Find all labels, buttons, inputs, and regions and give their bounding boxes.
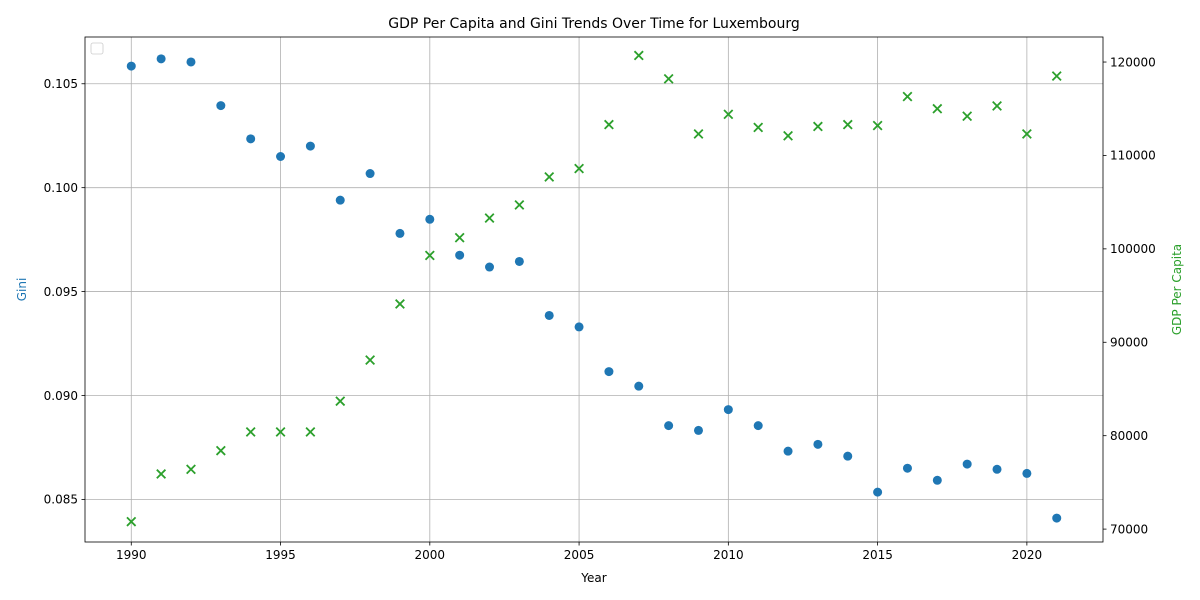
gdp-point: [872, 120, 883, 131]
gdp-point: [215, 445, 226, 456]
legend-box: [90, 42, 104, 55]
gini-point: [873, 487, 883, 497]
gini-point: [813, 439, 823, 449]
gdp-point: [484, 213, 495, 223]
left-tick-label: 0.095: [44, 285, 78, 299]
gdp-point: [544, 171, 555, 182]
gini-point: [276, 151, 286, 161]
gdp-point: [603, 119, 614, 130]
grid: [85, 37, 1103, 542]
left-axis-ticks: 0.085 0.090 0.095 0.100 0.105: [44, 77, 85, 507]
right-axis-label: GDP Per Capita: [1170, 244, 1184, 335]
gdp-point: [633, 50, 644, 61]
left-tick-label: 0.100: [44, 181, 78, 195]
gini-point: [664, 421, 674, 431]
gdp-point: [1051, 71, 1062, 81]
gdp-point: [514, 200, 525, 210]
right-tick-label: 110000: [1110, 149, 1156, 163]
x-axis-label: Year: [580, 571, 606, 585]
gini-point: [932, 475, 942, 485]
gini-point: [514, 256, 524, 266]
gini-point: [156, 54, 166, 64]
gini-point: [395, 228, 405, 238]
gini-point: [843, 451, 853, 461]
x-tick-label: 2000: [415, 548, 446, 562]
left-tick-label: 0.090: [44, 389, 78, 403]
gini-point: [365, 169, 375, 179]
gini-point: [992, 464, 1002, 474]
gdp-point: [663, 73, 674, 84]
x-tick-label: 2010: [713, 548, 744, 562]
right-tick-label: 100000: [1110, 242, 1156, 256]
gdp-point: [305, 427, 316, 437]
gdp-point: [156, 469, 167, 479]
gdp-point: [1021, 129, 1032, 139]
gdp-point: [126, 516, 137, 527]
gdp-point: [186, 464, 196, 475]
right-tick-label: 70000: [1110, 522, 1148, 536]
gdp-point: [454, 232, 465, 243]
gini-point: [335, 195, 345, 205]
gini-point: [305, 141, 315, 151]
right-axis-ticks: 70000 80000 90000 100000 110000 120000: [1103, 55, 1156, 536]
gdp-point: [365, 355, 376, 365]
gini-point: [544, 310, 554, 320]
gini-point: [246, 134, 256, 144]
x-axis-ticks: 1990 1995 2000 2005 2010 2015 2020: [116, 542, 1042, 562]
gdp-point: [783, 130, 793, 141]
gini-point: [783, 446, 793, 456]
gdp-series: [126, 50, 1062, 527]
gini-point: [186, 57, 196, 67]
left-tick-label: 0.105: [44, 77, 78, 91]
gdp-point: [245, 427, 256, 437]
x-tick-label: 2020: [1012, 548, 1043, 562]
gini-point: [634, 381, 644, 391]
gini-point: [693, 425, 703, 435]
x-tick-label: 2015: [862, 548, 893, 562]
gini-point: [1052, 513, 1062, 523]
gdp-point: [992, 101, 1002, 111]
gini-point: [485, 262, 495, 272]
right-tick-label: 120000: [1110, 55, 1156, 69]
gini-point: [455, 250, 465, 260]
gini-point: [126, 61, 136, 71]
x-tick-label: 1990: [116, 548, 147, 562]
left-tick-label: 0.085: [44, 493, 78, 507]
gini-point: [962, 459, 972, 469]
gini-point: [216, 101, 226, 111]
chart-title: GDP Per Capita and Gini Trends Over Time…: [388, 16, 800, 32]
x-tick-label: 1995: [265, 548, 296, 562]
gdp-point: [932, 103, 943, 114]
gdp-point: [842, 119, 853, 130]
gdp-point: [962, 111, 973, 122]
gdp-point: [812, 121, 823, 132]
gini-point: [902, 463, 912, 473]
gini-series: [126, 54, 1062, 523]
gdp-point: [723, 109, 734, 120]
left-axis-label: Gini: [15, 278, 29, 302]
gdp-point: [335, 396, 346, 407]
gini-point: [425, 214, 435, 224]
right-tick-label: 80000: [1110, 429, 1148, 443]
gini-point: [604, 367, 614, 377]
gdp-point: [574, 163, 585, 174]
gdp-point: [693, 129, 704, 139]
gdp-point: [424, 250, 435, 261]
right-tick-label: 90000: [1110, 336, 1148, 350]
gdp-point: [395, 299, 405, 309]
gini-point: [574, 322, 584, 332]
plot-frame: [84, 36, 1104, 543]
x-tick-label: 2005: [564, 548, 595, 562]
gini-point: [723, 405, 733, 415]
gini-point: [1022, 468, 1032, 478]
gdp-point: [275, 427, 286, 437]
gini-point: [753, 421, 763, 431]
gdp-point: [753, 122, 764, 133]
gdp-point: [902, 91, 913, 102]
